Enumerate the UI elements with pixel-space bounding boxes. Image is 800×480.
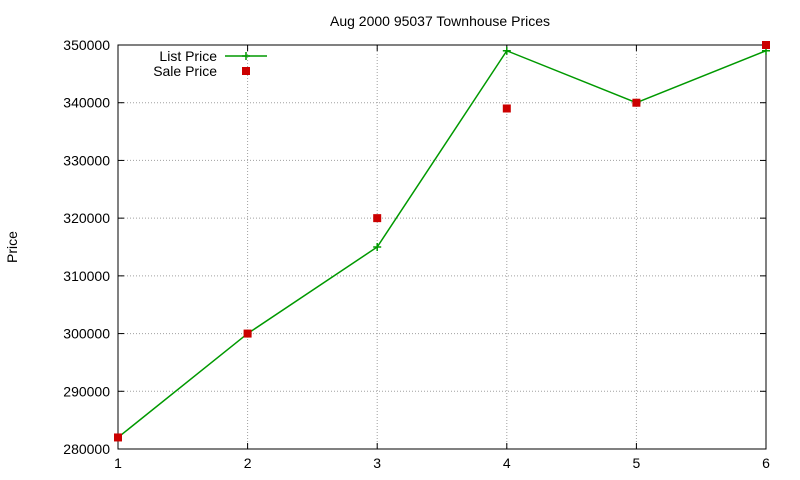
legend: List Price Sale Price bbox=[153, 48, 267, 79]
sale-price-point bbox=[373, 214, 382, 223]
series bbox=[114, 41, 770, 442]
x-tick-label: 4 bbox=[503, 455, 511, 471]
y-tick-label: 330000 bbox=[63, 152, 110, 168]
y-tick-label: 340000 bbox=[63, 95, 110, 111]
sale-price-point bbox=[243, 329, 252, 338]
series-list-price bbox=[114, 46, 770, 442]
axis-ticks: 280000 290000 300000 310000 320000 330000 3400… bbox=[63, 37, 770, 471]
x-tick-label: 2 bbox=[244, 455, 252, 471]
series-sale-price bbox=[114, 41, 770, 442]
y-tick-label: 310000 bbox=[63, 268, 110, 284]
y-tick-label: 350000 bbox=[63, 37, 110, 53]
y-tick-label: 300000 bbox=[63, 326, 110, 342]
sale-price-point bbox=[502, 104, 511, 113]
legend-sample-sale-price bbox=[242, 67, 250, 75]
plot-frame bbox=[117, 44, 767, 450]
y-tick-label: 280000 bbox=[63, 441, 110, 457]
legend-marker-list-price bbox=[242, 52, 250, 60]
list-price-point bbox=[373, 243, 382, 251]
list-price-point bbox=[502, 46, 511, 55]
x-tick-label: 5 bbox=[633, 455, 641, 471]
legend-marker-sale-price bbox=[242, 67, 250, 75]
sale-price-point bbox=[762, 41, 770, 49]
x-tick-label: 3 bbox=[373, 455, 381, 471]
x-tick-label: 1 bbox=[114, 455, 122, 471]
y-tick-label: 290000 bbox=[63, 383, 110, 399]
legend-sample-list-price bbox=[225, 52, 267, 60]
y-tick-label: 320000 bbox=[63, 210, 110, 226]
sale-price-point bbox=[632, 98, 641, 107]
legend-label-list-price: List Price bbox=[159, 48, 217, 64]
list-price-line bbox=[117, 49, 767, 439]
legend-label-sale-price: Sale Price bbox=[153, 63, 217, 79]
x-tick-label: 6 bbox=[762, 455, 770, 471]
y-axis-label: Price bbox=[4, 231, 20, 263]
chart-title: Aug 2000 95037 Townhouse Prices bbox=[330, 13, 550, 29]
sale-price-point bbox=[114, 433, 122, 442]
grid bbox=[118, 45, 766, 449]
